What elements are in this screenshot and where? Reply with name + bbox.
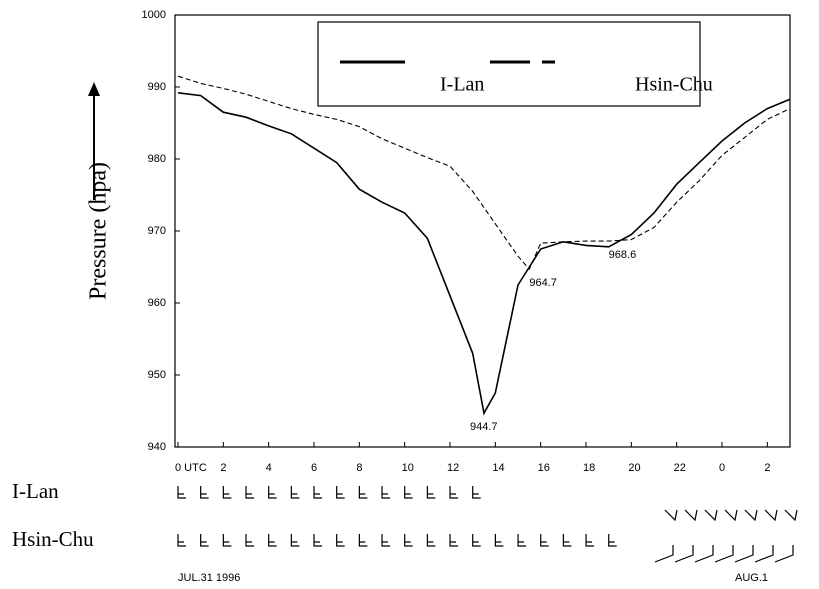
- wind-barb: [449, 486, 459, 499]
- legend-label: I-Lan: [440, 74, 484, 96]
- wind-barb: [358, 486, 368, 499]
- annotation: 964.7: [529, 277, 557, 289]
- y-tick-label: 1000: [142, 9, 166, 21]
- x-tick-label: 10: [402, 462, 414, 474]
- wind-barb: [313, 486, 323, 499]
- y-tick-label: 990: [148, 81, 166, 93]
- x-tick-label: 6: [311, 462, 317, 474]
- wind-barb: [404, 534, 413, 547]
- wind-barb: [472, 534, 481, 547]
- wind-barb: [654, 545, 674, 563]
- date-label: AUG.1: [735, 572, 768, 584]
- wind-barb: [517, 534, 527, 547]
- wind-barb: [381, 534, 391, 547]
- wind-barb: [268, 534, 277, 547]
- wind-barb: [200, 534, 209, 547]
- wind-barb: [694, 545, 714, 563]
- wind-barb: [177, 486, 186, 499]
- wind-barb: [336, 534, 345, 547]
- wind-barb: [290, 486, 300, 499]
- x-tick-label: 18: [583, 462, 595, 474]
- wind-barb: [313, 534, 323, 547]
- wind-barb: [684, 509, 698, 522]
- annotation: 944.7: [470, 421, 498, 433]
- x-tick-label: 22: [674, 462, 686, 474]
- wind-barb: [585, 534, 595, 547]
- x-tick-label: 12: [447, 462, 459, 474]
- series-line: [177, 75, 791, 271]
- wind-barb: [540, 534, 549, 547]
- wind-barb: [774, 545, 794, 563]
- wind-barb: [290, 534, 300, 547]
- wind-barb: [754, 545, 774, 563]
- wind-barb: [472, 486, 481, 499]
- wind-barb: [177, 534, 186, 547]
- x-tick-label: 16: [538, 462, 550, 474]
- wind-barb: [200, 486, 209, 499]
- y-tick-label: 970: [148, 225, 166, 237]
- y-axis-label: Pressure (hpa): [86, 162, 112, 300]
- x-tick-label: 4: [266, 462, 272, 474]
- wind-barb: [404, 486, 413, 499]
- x-tick-label: 2: [220, 462, 226, 474]
- station-label: Hsin-Chu: [12, 527, 94, 551]
- wind-barb: [222, 486, 232, 499]
- wind-barb: [714, 545, 734, 563]
- x-tick-label: 0 UTC: [175, 462, 207, 474]
- wind-barb: [245, 486, 255, 499]
- wind-barb: [381, 486, 391, 499]
- wind-barb: [608, 534, 617, 547]
- legend-box: [317, 21, 701, 107]
- wind-barb: [674, 545, 694, 563]
- wind-barb: [744, 509, 758, 522]
- wind-barbs: [177, 486, 798, 563]
- wind-barb: [358, 534, 368, 547]
- x-tick-label: 20: [628, 462, 640, 474]
- wind-barb: [245, 534, 255, 547]
- arrow-head: [88, 82, 100, 96]
- x-tick-label: 8: [356, 462, 362, 474]
- wind-barb: [336, 486, 345, 499]
- legend-label: Hsin-Chu: [635, 74, 713, 96]
- y-tick-label: 980: [148, 153, 166, 165]
- y-tick-label: 960: [148, 297, 166, 309]
- wind-barb: [562, 534, 572, 547]
- wind-barb: [664, 509, 678, 522]
- y-tick-label: 950: [148, 369, 166, 381]
- series-line: [177, 92, 791, 416]
- wind-barb: [494, 534, 504, 547]
- wind-barb: [734, 545, 754, 563]
- wind-barb: [724, 509, 738, 522]
- wind-barb: [426, 486, 436, 499]
- x-tick-label: 2: [764, 462, 770, 474]
- wind-barb: [222, 534, 232, 547]
- wind-barb: [426, 534, 436, 547]
- wind-barb: [764, 509, 778, 522]
- y-tick-label: 940: [148, 441, 166, 453]
- wind-barb: [268, 486, 277, 499]
- wind-barb: [784, 509, 798, 522]
- annotation: 968.6: [609, 249, 637, 261]
- date-label: JUL.31 1996: [178, 572, 240, 584]
- station-label: I-Lan: [12, 479, 59, 503]
- x-tick-label: 0: [719, 462, 725, 474]
- x-tick-label: 14: [492, 462, 504, 474]
- wind-barb: [449, 534, 459, 547]
- wind-barb: [704, 509, 718, 522]
